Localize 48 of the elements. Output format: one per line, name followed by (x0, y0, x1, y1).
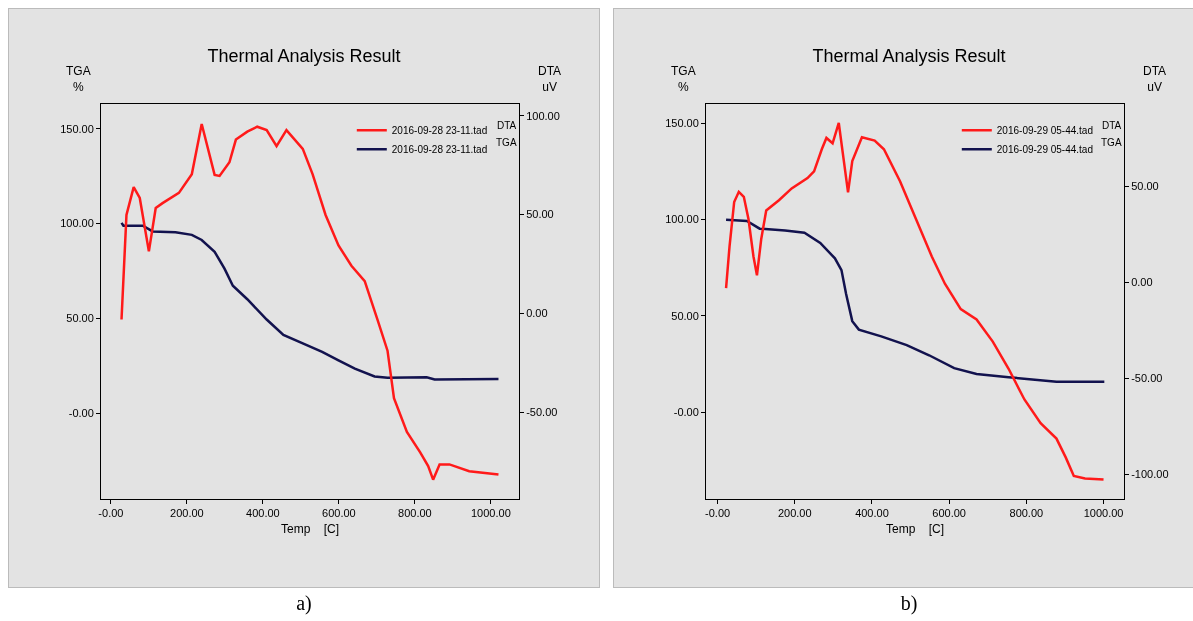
x-tick-label: 400.00 (855, 507, 889, 520)
y2-tick-label: -50.00 (1131, 372, 1163, 385)
annotation: DTA (1102, 120, 1122, 131)
annotation: DTA (497, 120, 517, 131)
x-tick-label: 200.00 (777, 507, 812, 520)
text: a) (295, 592, 313, 615)
x-tick-label: 1000.00 (471, 507, 511, 520)
y-tick-label: 50.00 (66, 312, 94, 325)
x-tick-label: 800.00 (1009, 507, 1044, 520)
line-series (120, 221, 500, 381)
x-tick-label: 200.00 (170, 507, 204, 520)
annotation: TGA (496, 137, 517, 148)
legend-label: 2016-09-29 05-44.tad (996, 144, 1093, 156)
y2-tick-label: 0.00 (1131, 276, 1153, 289)
x-axis-title: Temp [C] (280, 522, 340, 537)
y-tick-label: 100.00 (665, 213, 699, 226)
x-tick-label: 600.00 (322, 507, 356, 520)
x-tick-label: 600.00 (932, 507, 966, 520)
y-tick-label: 50.00 (671, 309, 699, 322)
y-tick-label: 150.00 (665, 117, 699, 130)
legend-label: 2016-09-29 05-44.tad (996, 125, 1093, 137)
y-tick-label: 100.00 (60, 217, 94, 230)
y2-tick-label: -100.00 (1131, 467, 1169, 480)
annotation: TGA (1101, 137, 1122, 148)
y2-tick-label: -50.00 (526, 405, 558, 418)
y2-axis-title: DTA uV (1143, 64, 1167, 94)
line-series (724, 218, 1106, 383)
y2-axis-title: DTA uV (538, 64, 562, 94)
y-tick-label: 150.00 (60, 122, 94, 135)
chart-title: Thermal Analysis Result (207, 46, 401, 67)
y2-tick-label: 100.00 (526, 109, 560, 122)
y-axis-title: TGA % (66, 64, 91, 94)
legend-label: 2016-09-28 23-11.tad (391, 144, 488, 156)
x-tick-label: 400.00 (246, 507, 280, 520)
text: b) (899, 592, 919, 615)
y-axis-title: TGA % (671, 64, 696, 94)
y-tick-label: -0.00 (673, 406, 699, 419)
x-tick-label: -0.00 (705, 507, 731, 520)
x-axis-title: Temp [C] (885, 522, 945, 537)
x-tick-label: 1000.00 (1083, 507, 1124, 520)
x-tick-label: 800.00 (398, 507, 432, 520)
x-tick-label: -0.00 (98, 507, 124, 520)
y2-tick-label: 0.00 (526, 307, 548, 320)
y-tick-label: -0.00 (68, 407, 94, 420)
legend-label: 2016-09-28 23-11.tad (391, 125, 488, 137)
y2-tick-label: 50.00 (1131, 180, 1159, 193)
chart-title: Thermal Analysis Result (812, 46, 1006, 67)
y2-tick-label: 50.00 (526, 208, 554, 221)
